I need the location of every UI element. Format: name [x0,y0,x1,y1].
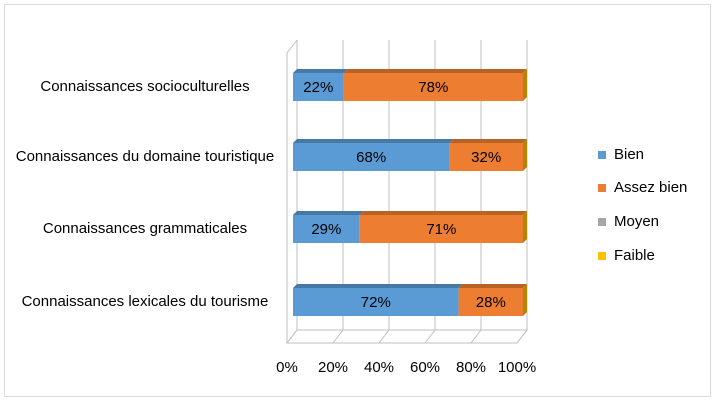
bar-side [523,211,527,243]
bar-top [293,284,463,288]
floor-grid-line [332,329,344,344]
y-tick-label: Connaissances lexicales du tourisme [21,293,269,310]
data-label: 71% [426,221,456,238]
data-label: 68% [356,149,386,166]
bar-top [293,211,364,215]
bar [293,143,450,171]
x-tick-label: 100% [498,359,536,376]
bar-side [523,284,527,316]
bar [359,215,523,243]
data-label: 78% [418,79,448,96]
bar-top [458,284,527,288]
data-label: 28% [476,294,506,311]
legend-swatch [598,252,606,260]
legend-label: Faible [614,247,655,264]
floor-grid-line [516,329,528,344]
floor-grid-line [378,329,390,344]
legend-label: Bien [614,146,644,163]
legend-label: Assez bien [614,179,687,196]
y-tick-label: Connaissances du domaine touristique [15,148,275,165]
chart-frame [4,4,711,397]
bar-top [449,139,527,143]
bar-top [293,139,454,143]
x-tick-label: 40% [364,359,394,376]
floor-grid-line [424,329,436,344]
bar [293,73,344,101]
data-label: 72% [361,294,391,311]
data-label: 22% [303,79,333,96]
bar [458,288,523,316]
bar-side [523,139,527,171]
bar [293,215,360,243]
data-label: 29% [311,221,341,238]
bar-side [523,69,527,101]
bar [293,288,459,316]
legend-swatch [598,184,606,192]
legend-label: Moyen [614,213,659,230]
side-wall-top [286,39,298,54]
y-tick-label: Connaissances socioculturelles [40,78,250,95]
floor-grid-line [286,329,298,344]
x-tick-label: 60% [410,359,440,376]
legend-swatch [598,151,606,159]
bar-top [293,69,348,73]
bar [449,143,523,171]
x-tick-label: 80% [456,359,486,376]
x-tick-label: 0% [276,359,298,376]
data-label: 32% [471,149,501,166]
bar-top [359,211,527,215]
floor-grid-line [470,329,482,344]
legend-swatch [598,218,606,226]
y-tick-label: Connaissances grammaticales [42,220,248,237]
bar-top [343,69,527,73]
x-tick-label: 20% [318,359,348,376]
bar [343,73,523,101]
